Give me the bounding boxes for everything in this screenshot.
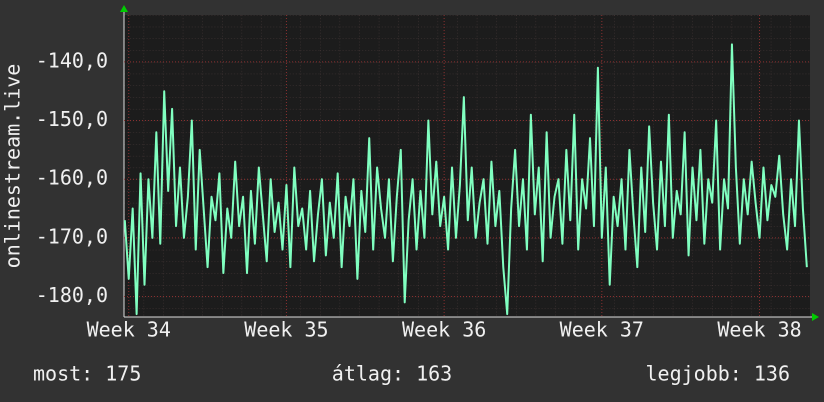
stat-best: legjobb: 136: [646, 362, 791, 386]
data-line: [123, 43, 808, 316]
y-tick-label: -140,0: [36, 48, 108, 72]
y-tick-label: -160,0: [36, 166, 108, 190]
y-tick-label: -180,0: [36, 283, 108, 307]
x-tick-label: Week 38: [717, 318, 801, 342]
x-tick-label: Week 34: [87, 318, 171, 342]
y-axis-arrow: [120, 5, 128, 12]
y-axis-label: onlinestream.live: [1, 64, 25, 269]
y-tick-label: -170,0: [36, 224, 108, 248]
x-tick-label: Week 37: [560, 318, 644, 342]
stat-current: most: 175: [33, 362, 141, 386]
x-axis-arrow: [812, 313, 819, 321]
x-tick-label: Week 36: [402, 318, 486, 342]
y-tick-label: -150,0: [36, 107, 108, 131]
stat-average: átlag: 163: [332, 362, 452, 386]
x-tick-label: Week 35: [244, 318, 328, 342]
